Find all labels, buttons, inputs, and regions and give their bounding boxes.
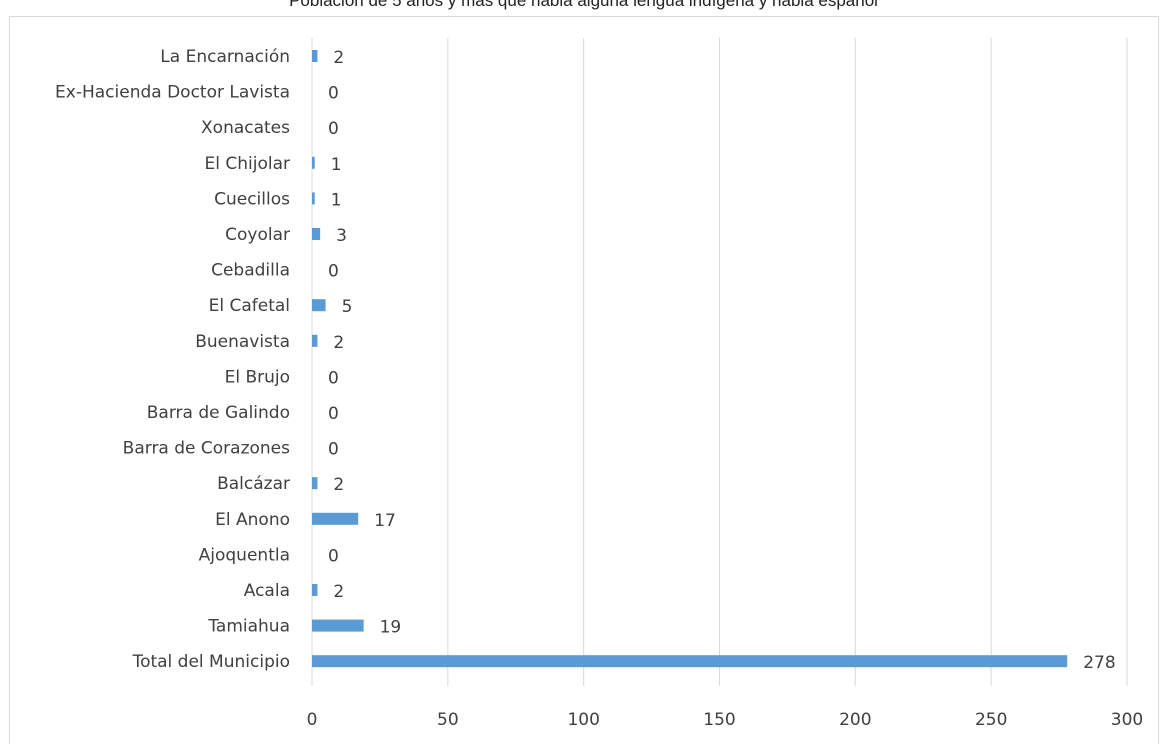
category-label: Buenavista [195,332,290,352]
category-label: El Brujo [225,367,290,387]
category-label: Cuecillos [214,189,290,209]
x-tick-label: 200 [839,710,871,730]
x-tick-label: 150 [703,710,735,730]
data-label: 19 [380,618,402,638]
bar [312,512,359,525]
x-tick-label: 100 [567,710,599,730]
category-label: Ajoquentla [199,545,290,565]
category-label: Barra de Corazones [123,439,290,459]
bar [312,156,315,169]
bar [312,334,318,347]
data-label: 17 [374,511,396,531]
bar [312,192,315,205]
data-label: 2 [333,582,344,602]
bars [312,50,1068,668]
chart-frame [9,16,1159,744]
x-tick-label: 300 [1111,710,1143,730]
data-label: 1 [331,155,342,175]
x-tick-label: 50 [437,710,459,730]
bar [312,619,364,632]
category-label: Cebadilla [211,261,290,281]
data-label: 2 [333,475,344,495]
chart-title: Población de 5 años y más que habla algu… [289,0,878,10]
category-label: Tamiahua [207,617,290,637]
gridlines [311,38,1128,686]
category-label: Total del Municipio [132,652,290,672]
data-label: 1 [331,190,342,210]
bar [312,584,318,596]
bar [312,50,318,62]
category-label: Acala [244,581,290,601]
category-label: El Anono [215,510,290,530]
data-label: 2 [333,48,344,68]
data-label: 0 [328,546,339,566]
data-label: 3 [336,226,347,246]
data-label: 278 [1083,653,1115,673]
data-label: 0 [328,404,339,424]
category-label: El Chijolar [205,154,291,174]
bar [312,299,326,312]
bar [312,228,321,240]
x-tick-label: 250 [975,710,1007,730]
category-label: Xonacates [201,118,290,138]
category-label: Barra de Galindo [147,403,290,423]
data-label: 0 [328,84,339,104]
x-tick-label: 0 [307,710,318,730]
category-label: Ex-Hacienda Doctor Lavista [55,83,290,103]
data-label: 0 [328,368,339,388]
category-label: La Encarnación [160,47,290,67]
data-label: 5 [342,297,353,317]
category-label: Coyolar [225,225,290,245]
data-label: 0 [328,119,339,139]
category-label: Balcázar [217,474,290,494]
data-label: 2 [333,333,344,353]
bar [312,477,318,490]
data-label: 0 [328,262,339,282]
category-label: El Cafetal [209,296,290,316]
data-label: 0 [328,440,339,460]
bar [312,655,1068,668]
